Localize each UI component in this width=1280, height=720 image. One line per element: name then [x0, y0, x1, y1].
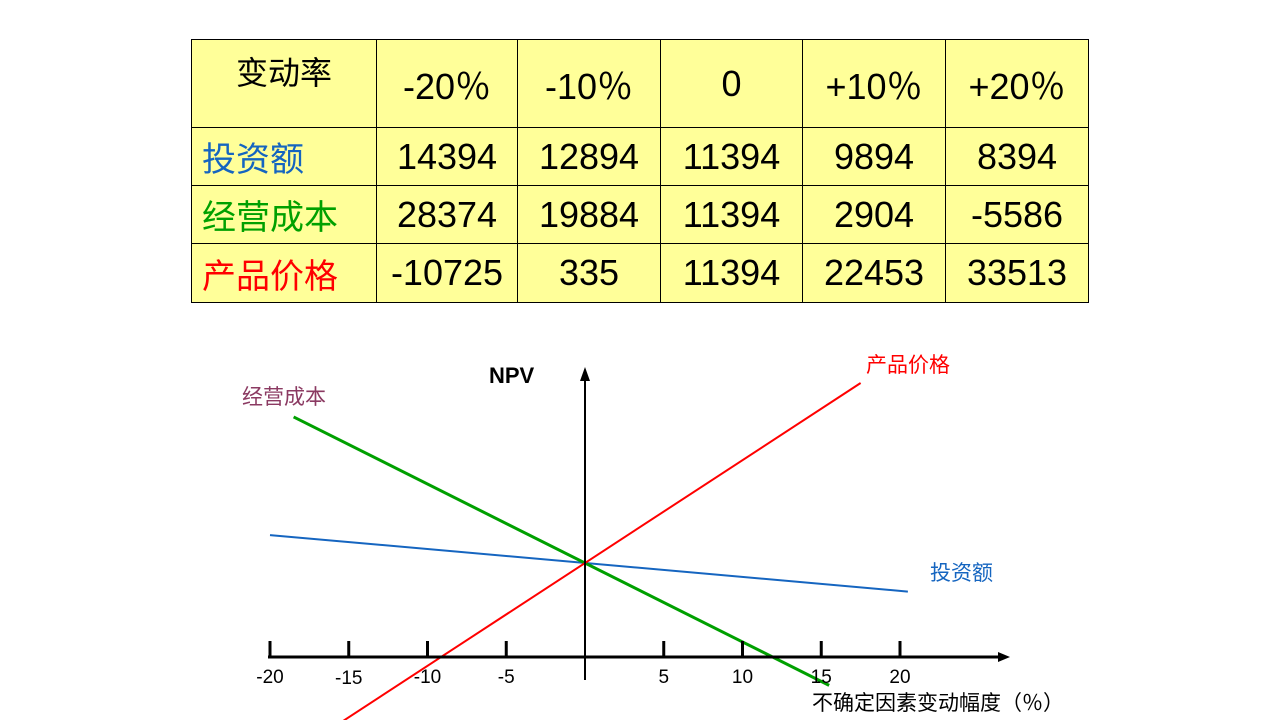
x-tick-label: -20 — [256, 667, 283, 688]
x-tick-label: -10 — [414, 667, 441, 688]
table-cell: 22453 — [802, 243, 946, 303]
y-axis-arrow-icon — [580, 367, 590, 381]
table-cell: 33513 — [945, 243, 1089, 303]
x-tick-label: -15 — [335, 668, 362, 689]
x-axis-arrow-icon — [998, 652, 1010, 662]
table-cell: 8394 — [945, 127, 1089, 186]
header-cell: 0 — [660, 39, 803, 128]
tick-layer — [268, 641, 902, 657]
series-label-investment: 投资额 — [930, 561, 993, 585]
table-row: 经营成本 28374 19884 11394 2904 -5586 — [191, 185, 1089, 244]
header-cell: -10％ — [517, 39, 661, 128]
axis-layer — [268, 367, 1010, 680]
header-cell: +20％ — [945, 39, 1089, 128]
table-cell: 9894 — [802, 127, 946, 186]
table-cell: -5586 — [945, 185, 1089, 244]
series-layer — [269, 382, 908, 720]
series-line-product-price — [342, 382, 862, 720]
y-axis-title: NPV — [489, 363, 535, 388]
row-label-product-price: 产品价格 — [191, 243, 377, 303]
row-label-investment: 投资额 — [191, 127, 377, 186]
series-label-operating-cost: 经营成本 — [242, 385, 326, 409]
x-tick-label: 15 — [811, 667, 832, 688]
table-header-row: 变动率 -20％ -10％ 0 +10％ +20％ — [191, 39, 1089, 128]
table-cell: 14394 — [376, 127, 518, 186]
table-cell: 28374 — [376, 185, 518, 244]
table-cell: 19884 — [517, 185, 661, 244]
table-row: 产品价格 -10725 335 11394 22453 33513 — [191, 243, 1089, 303]
x-tick-label: 20 — [889, 667, 910, 688]
x-tick-label: 10 — [732, 667, 753, 688]
table-cell: -10725 — [376, 243, 518, 303]
x-axis-title: 不确定因素变动幅度（％） — [812, 691, 1064, 715]
x-tick-label: 5 — [658, 667, 669, 688]
table-cell: 11394 — [660, 127, 803, 186]
tick-label-layer: -20 -15 -10 -5 5 10 15 20 — [256, 667, 910, 689]
table-row: 投资额 14394 12894 11394 9894 8394 — [191, 127, 1089, 186]
series-line-operating-cost — [292, 415, 830, 687]
header-cell: +10％ — [802, 39, 946, 128]
header-cell-label: 变动率 — [191, 39, 377, 128]
x-tick-label: -5 — [498, 667, 515, 688]
series-label-product-price: 产品价格 — [866, 353, 950, 377]
table-cell: 11394 — [660, 243, 803, 303]
sensitivity-table: 变动率 -20％ -10％ 0 +10％ +20％ 投资额 14394 1289… — [191, 39, 1089, 303]
table-cell: 335 — [517, 243, 661, 303]
table-cell: 11394 — [660, 185, 803, 244]
row-label-operating-cost: 经营成本 — [191, 185, 377, 244]
